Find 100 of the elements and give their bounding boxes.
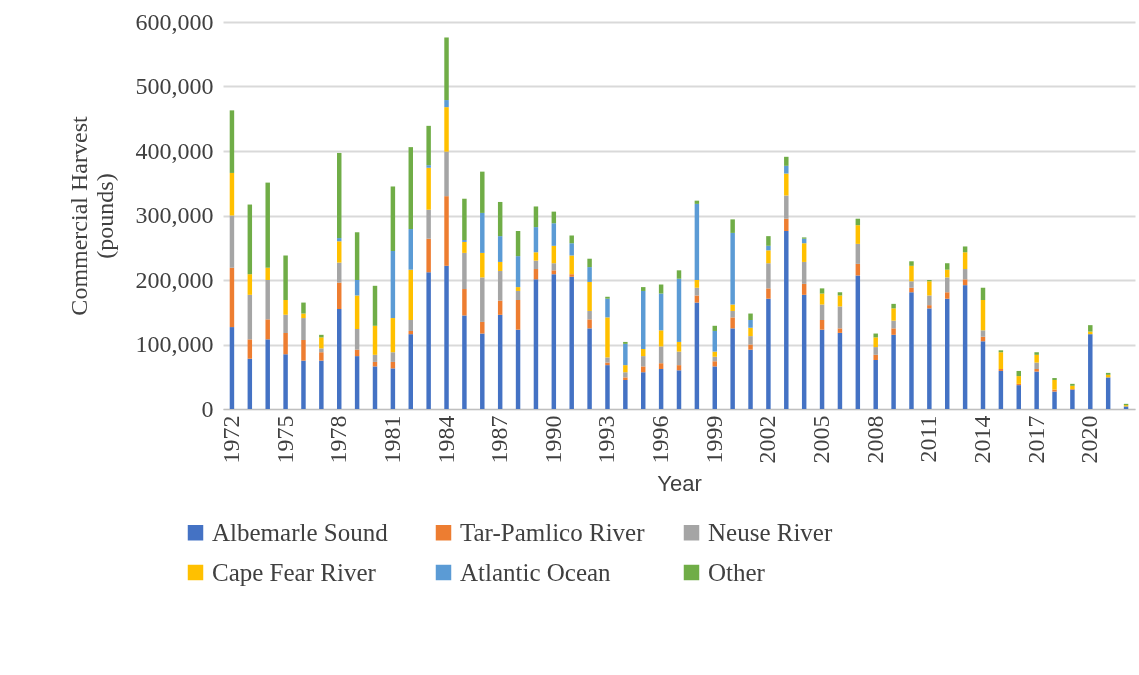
bar bbox=[444, 151, 449, 197]
bar bbox=[354, 329, 360, 350]
bar bbox=[1088, 334, 1093, 409]
bar bbox=[497, 236, 503, 262]
bar bbox=[909, 261, 914, 266]
bar bbox=[605, 298, 610, 318]
x-tick-label: 1996 bbox=[647, 415, 674, 464]
bar bbox=[641, 287, 646, 291]
bar bbox=[784, 165, 789, 174]
bar bbox=[301, 313, 306, 319]
bar bbox=[426, 209, 431, 239]
bar bbox=[1034, 352, 1039, 355]
bar bbox=[390, 368, 396, 409]
bar bbox=[676, 270, 682, 279]
bar bbox=[408, 147, 413, 230]
bar bbox=[444, 37, 449, 101]
bar bbox=[730, 219, 735, 233]
x-tick-label: 2002 bbox=[754, 415, 781, 464]
bar bbox=[891, 308, 896, 321]
bar bbox=[587, 281, 592, 311]
bar bbox=[354, 295, 360, 330]
bar bbox=[247, 339, 253, 359]
bar bbox=[515, 287, 521, 291]
bar bbox=[551, 223, 557, 246]
bar bbox=[337, 241, 342, 263]
bar bbox=[1034, 369, 1039, 372]
bar bbox=[462, 315, 467, 409]
bar bbox=[515, 290, 521, 300]
legend-label: Other bbox=[708, 558, 766, 586]
bar bbox=[784, 218, 789, 231]
y-axis-title: Commercial Harvest (pounds) bbox=[65, 116, 118, 316]
bar bbox=[301, 360, 306, 409]
bar bbox=[623, 377, 628, 380]
bar bbox=[909, 287, 914, 293]
bar bbox=[247, 274, 253, 295]
bar bbox=[766, 288, 771, 299]
bar bbox=[998, 352, 1004, 370]
bar bbox=[927, 305, 932, 309]
bar bbox=[927, 308, 932, 409]
bar bbox=[444, 100, 449, 108]
y-tick-label: 100,000 bbox=[135, 331, 214, 357]
bar bbox=[283, 354, 288, 409]
bar bbox=[497, 261, 503, 271]
bar bbox=[229, 110, 235, 173]
bar bbox=[569, 274, 574, 277]
y-tick-label: 400,000 bbox=[135, 137, 214, 164]
bar bbox=[408, 319, 413, 331]
bar bbox=[945, 292, 950, 299]
bar bbox=[569, 243, 574, 256]
bar bbox=[462, 252, 467, 290]
bar bbox=[658, 363, 664, 370]
bar bbox=[372, 366, 378, 409]
y-tick-label: 0 bbox=[201, 395, 214, 422]
bar bbox=[1016, 376, 1021, 384]
legend-label: Neuse River bbox=[708, 518, 833, 546]
bar bbox=[712, 330, 717, 352]
x-tick-label: 1975 bbox=[271, 415, 298, 464]
bar bbox=[1052, 391, 1057, 409]
bar bbox=[927, 281, 932, 296]
bar bbox=[319, 337, 324, 349]
bar bbox=[819, 288, 825, 294]
bar bbox=[766, 298, 771, 409]
bar bbox=[694, 280, 700, 288]
bar bbox=[873, 347, 878, 355]
bar bbox=[730, 328, 735, 409]
bar bbox=[980, 341, 986, 409]
bar bbox=[480, 321, 485, 334]
bar bbox=[551, 274, 557, 409]
bar bbox=[766, 236, 771, 246]
bar bbox=[1070, 385, 1075, 390]
bar bbox=[1034, 354, 1039, 363]
bar bbox=[283, 314, 288, 333]
y-tick-label: 200,000 bbox=[135, 266, 214, 293]
bar bbox=[480, 212, 485, 253]
x-axis-title: Year bbox=[657, 470, 702, 496]
bar bbox=[462, 241, 467, 253]
bar bbox=[855, 225, 861, 244]
bar bbox=[748, 319, 753, 328]
bar bbox=[694, 295, 700, 303]
bar bbox=[515, 299, 521, 330]
bar bbox=[569, 235, 574, 244]
legend-label: Cape Fear River bbox=[212, 558, 377, 586]
bar bbox=[569, 255, 574, 275]
y-tick-label: 500,000 bbox=[135, 73, 214, 99]
x-tick-label: 1999 bbox=[700, 415, 727, 464]
bar bbox=[283, 255, 288, 300]
bar bbox=[623, 343, 628, 366]
bar bbox=[408, 334, 413, 409]
bar bbox=[480, 277, 485, 322]
bar bbox=[587, 310, 592, 320]
bar bbox=[426, 125, 431, 166]
bar bbox=[587, 267, 592, 282]
bar bbox=[962, 246, 968, 253]
bar bbox=[641, 366, 646, 373]
bar bbox=[390, 186, 396, 251]
bar bbox=[301, 339, 306, 361]
bar bbox=[748, 336, 753, 345]
bar bbox=[337, 262, 342, 283]
bar bbox=[229, 327, 235, 409]
bar bbox=[641, 372, 646, 409]
